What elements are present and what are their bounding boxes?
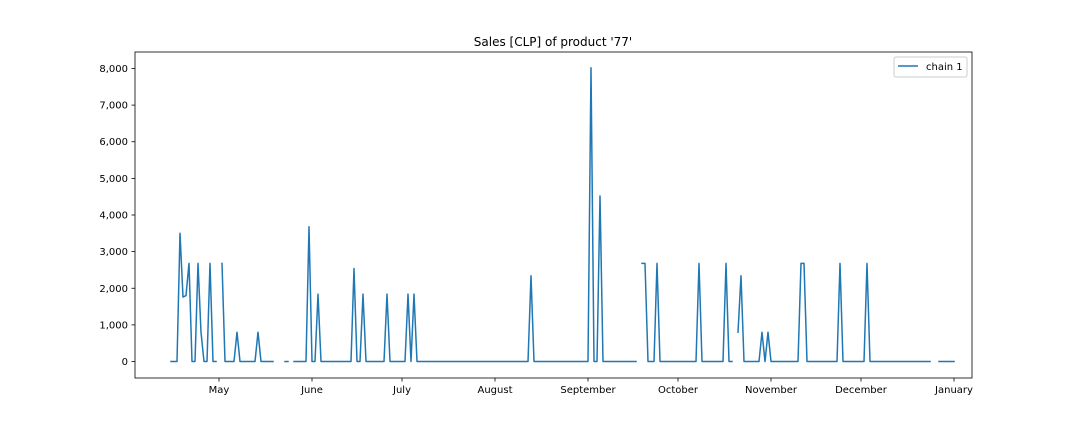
y-tick-label: 8,000 xyxy=(99,64,128,75)
y-tick-label: 1,000 xyxy=(99,320,128,331)
y-tick-label: 7,000 xyxy=(99,101,128,112)
legend: chain 1 xyxy=(893,56,968,78)
y-tick-label: 2,000 xyxy=(99,284,128,295)
x-tick-label: November xyxy=(745,385,798,396)
y-tick-label: 4,000 xyxy=(99,211,128,222)
series-lines xyxy=(170,67,955,363)
y-tick-label: 5,000 xyxy=(99,174,128,185)
series-line-segment xyxy=(170,232,217,363)
x-tick-label: October xyxy=(658,385,699,396)
x-tick-label: September xyxy=(560,385,616,396)
x-tick-label: June xyxy=(300,385,323,396)
series-line-segment xyxy=(641,262,733,363)
x-tick-label: December xyxy=(835,385,888,396)
series-line-segment xyxy=(293,67,637,363)
series-line-segment xyxy=(221,262,274,363)
x-tick-label: July xyxy=(392,385,411,396)
chart-title: Sales [CLP] of product '77' xyxy=(474,35,632,49)
x-tick-label: January xyxy=(934,385,973,396)
y-axis: 0 1,000 2,000 3,000 4,000 5,000 6,000 7,000 8,00… xyxy=(99,64,135,368)
x-tick-label: May xyxy=(209,385,230,396)
series-line-segment xyxy=(737,262,931,363)
x-axis: May June July August September October Novembe… xyxy=(209,378,973,396)
legend-box xyxy=(893,56,968,78)
y-tick-label: 3,000 xyxy=(99,247,128,258)
x-tick-label: August xyxy=(478,385,513,396)
y-tick-label: 0 xyxy=(122,357,128,368)
y-tick-label: 6,000 xyxy=(99,137,128,148)
legend-label-chain-1: chain 1 xyxy=(926,62,963,73)
plot-area-frame xyxy=(134,51,973,379)
